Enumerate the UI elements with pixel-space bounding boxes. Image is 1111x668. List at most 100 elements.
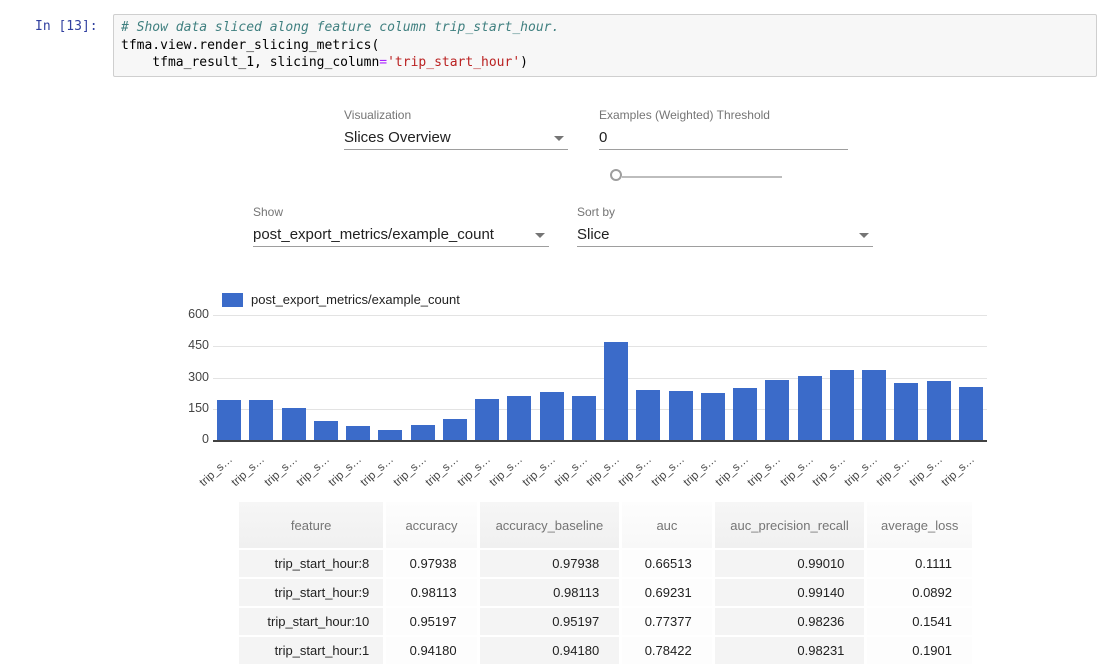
metric-cell: 0.1111 [867, 550, 972, 577]
slider-knob[interactable] [610, 169, 622, 181]
chevron-down-icon[interactable] [554, 136, 564, 141]
column-header-auc_precision_recall[interactable]: auc_precision_recall [714, 502, 865, 548]
feature-cell: trip_start_hour:1 [239, 637, 384, 664]
code-equals-operator: = [379, 55, 388, 70]
gridline [213, 377, 987, 379]
code-line-3-args: tfma_result_1, slicing_column [121, 55, 380, 70]
table-row[interactable]: trip_start_hour:1 0.94180 0.94180 0.78422 0.… [239, 637, 972, 664]
table-row[interactable]: trip_start_hour:8 0.97938 0.97938 0.66513 0.… [239, 550, 972, 577]
bar[interactable] [571, 396, 596, 440]
chevron-down-icon[interactable] [859, 233, 869, 238]
x-axis-baseline [213, 440, 987, 442]
y-axis-tick-label: 150 [188, 400, 209, 415]
metric-cell: 0.97938 [386, 550, 477, 577]
metric-cell: 0.99010 [714, 550, 865, 577]
metric-cell: 0.94180 [479, 637, 620, 664]
metric-cell: 0.1901 [867, 637, 972, 664]
bar[interactable] [313, 421, 338, 440]
bar[interactable] [281, 408, 306, 440]
sort-by-label: Sort by [577, 205, 616, 219]
metric-cell: 0.95197 [386, 608, 477, 635]
column-header-feature[interactable]: feature [239, 502, 384, 548]
show-metric-select[interactable]: post_export_metrics/example_count [253, 223, 549, 247]
threshold-label: Examples (Weighted) Threshold [599, 108, 770, 122]
table-row[interactable]: trip_start_hour:10 0.95197 0.95197 0.77377 0… [239, 608, 972, 635]
metric-cell: 0.78422 [622, 637, 712, 664]
metric-cell: 0.94180 [386, 637, 477, 664]
column-header-accuracy_baseline[interactable]: accuracy_baseline [479, 502, 620, 548]
slices-bar-chart[interactable]: post_export_metrics/example_count 0 150 30… [185, 288, 987, 489]
visualization-select[interactable]: Slices Overview [344, 126, 568, 150]
sort-by-select[interactable]: Slice [577, 223, 873, 247]
metric-cell: 0.69231 [622, 579, 712, 606]
gridline [213, 408, 987, 410]
code-line-comment: # Show data sliced along feature column … [121, 20, 560, 35]
show-label: Show [253, 205, 284, 219]
y-axis-tick-label: 0 [202, 432, 209, 446]
code-line-2: tfma.view.render_slicing_metrics( [121, 37, 380, 53]
bar[interactable] [507, 396, 532, 440]
threshold-control: Examples (Weighted) Threshold 0 [599, 108, 848, 150]
column-header-accuracy[interactable]: accuracy [386, 502, 477, 548]
metric-cell: 0.1541 [867, 608, 972, 635]
y-axis-tick-label: 600 [188, 307, 209, 321]
sort-control: Sort by Slice [577, 205, 873, 247]
bar[interactable] [636, 390, 661, 440]
bar[interactable] [604, 342, 629, 440]
metric-cell: 0.98113 [479, 579, 620, 606]
metric-cell: 0.98113 [386, 579, 477, 606]
bar[interactable] [346, 426, 371, 440]
code-input-area[interactable]: # Show data sliced along feature column … [113, 14, 1097, 77]
code-line-3: tfma_result_1, slicing_column='trip_star… [121, 54, 1089, 72]
bar[interactable] [539, 392, 564, 440]
gridline [213, 346, 987, 348]
bar[interactable] [862, 370, 887, 440]
feature-cell: trip_start_hour:9 [239, 579, 384, 606]
visualization-control: Visualization Slices Overview [344, 108, 568, 150]
column-header-average_loss[interactable]: average_loss [867, 502, 972, 548]
metrics-table-grid: feature accuracy accuracy_baseline auc auc_p… [236, 500, 975, 666]
bar[interactable] [249, 400, 274, 440]
bar[interactable] [410, 425, 435, 440]
cell-prompt: In [13]: [35, 19, 98, 34]
legend-label: post_export_metrics/example_count [251, 292, 460, 307]
metric-cell: 0.98236 [714, 608, 865, 635]
code-string-literal: 'trip_start_hour' [387, 55, 521, 70]
gridline [213, 315, 987, 316]
bar[interactable] [765, 380, 790, 440]
table-row[interactable]: trip_start_hour:9 0.98113 0.98113 0.69231 0.… [239, 579, 972, 606]
bar[interactable] [958, 387, 983, 440]
bar[interactable] [442, 419, 467, 440]
bar[interactable] [926, 381, 951, 440]
bar[interactable] [217, 400, 242, 440]
bar[interactable] [733, 388, 758, 440]
threshold-input[interactable]: 0 [599, 126, 848, 150]
bar[interactable] [378, 430, 403, 440]
metric-cell: 0.66513 [622, 550, 712, 577]
visualization-label: Visualization [344, 108, 412, 122]
slider-track[interactable] [622, 176, 782, 178]
feature-cell: trip_start_hour:8 [239, 550, 384, 577]
threshold-slider[interactable] [610, 169, 786, 185]
metric-cell: 0.95197 [479, 608, 620, 635]
metric-cell: 0.77377 [622, 608, 712, 635]
column-header-auc[interactable]: auc [622, 502, 712, 548]
bar[interactable] [894, 383, 919, 440]
chevron-down-icon[interactable] [535, 233, 545, 238]
legend-swatch [222, 293, 243, 307]
code-close-paren: ) [520, 55, 528, 70]
bar[interactable] [829, 370, 854, 440]
show-control: Show post_export_metrics/example_count [253, 205, 549, 247]
metric-cell: 0.97938 [479, 550, 620, 577]
metric-cell: 0.0892 [867, 579, 972, 606]
feature-cell: trip_start_hour:10 [239, 608, 384, 635]
metrics-table[interactable]: feature accuracy accuracy_baseline auc auc_p… [236, 500, 975, 668]
bar[interactable] [700, 393, 725, 440]
bar[interactable] [668, 391, 693, 440]
y-axis-tick-label: 300 [188, 369, 209, 384]
bar[interactable] [475, 399, 500, 440]
metric-cell: 0.99140 [714, 579, 865, 606]
bar[interactable] [797, 376, 822, 440]
metric-cell: 0.98231 [714, 637, 865, 664]
